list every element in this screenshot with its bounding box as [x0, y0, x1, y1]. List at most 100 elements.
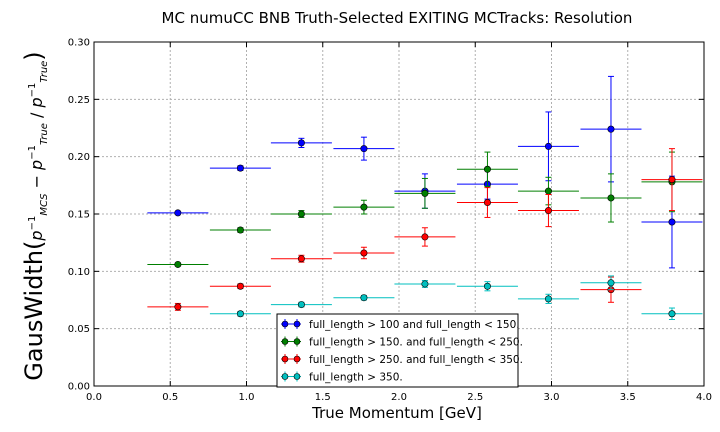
point-marker: [360, 294, 368, 302]
legend-marker: [293, 373, 301, 380]
point-marker: [607, 125, 615, 133]
legend-item: full_length > 150. and full_length < 250…: [281, 336, 523, 349]
x-tick-label: 2.0: [391, 392, 407, 403]
y-tick-label: 0.20: [68, 152, 90, 163]
svg-text:GausWidth(p−1MCS − p−1True / p: GausWidth(p−1MCS − p−1True / p−1True): [20, 51, 50, 380]
point-marker: [174, 303, 182, 311]
legend-marker: [281, 373, 289, 380]
data-point: [333, 136, 395, 161]
data-point: [147, 209, 209, 217]
point-marker: [544, 207, 552, 215]
legend-label: full_length > 350.: [309, 372, 403, 384]
series-3: [147, 148, 703, 311]
data-point: [333, 294, 395, 302]
legend-item: full_length > 250. and full_length < 350…: [281, 354, 523, 366]
y-tick-labels: 0.00 0.05 0.10 0.15 0.20 0.25 0.30: [68, 38, 90, 393]
point-marker: [174, 260, 182, 268]
x-tick-label: 1.0: [239, 392, 255, 403]
y-label-prefix: GausWidth(: [20, 241, 48, 381]
point-marker: [360, 203, 368, 211]
point-marker: [544, 142, 552, 150]
data-point: [270, 210, 332, 218]
chart-title: MC numuCC BNB Truth-Selected EXITING MCT…: [162, 9, 633, 27]
point-marker: [297, 301, 305, 309]
data-point: [517, 293, 579, 304]
data-point: [456, 187, 518, 218]
point-marker: [236, 310, 244, 318]
data-point: [456, 281, 518, 292]
point-marker: [668, 310, 676, 318]
legend-marker: [293, 338, 301, 345]
x-tick-label: 0.0: [86, 392, 102, 403]
legend-marker: [281, 320, 289, 328]
legend-marker: [293, 320, 301, 328]
x-tick-label: 4.0: [696, 392, 712, 403]
series-1: [147, 75, 703, 269]
point-marker: [544, 295, 552, 303]
point-marker: [236, 164, 244, 172]
y-tick-label: 0.25: [68, 95, 90, 106]
point-marker: [421, 280, 429, 288]
point-marker: [360, 249, 368, 257]
point-marker: [297, 139, 305, 147]
legend: full_length > 100 and full_length < 150.…: [276, 313, 523, 388]
data-point: [209, 282, 271, 290]
data-point: [580, 173, 642, 223]
data-point: [580, 75, 642, 183]
y-tick-label: 0.15: [68, 210, 90, 221]
data-series: [147, 75, 703, 320]
point-marker: [483, 199, 491, 207]
legend-marker: [281, 338, 289, 345]
point-marker: [544, 187, 552, 195]
y-tick-label: 0.30: [68, 38, 90, 49]
data-point: [580, 275, 642, 291]
legend-label: full_length > 250. and full_length < 350…: [309, 354, 523, 366]
point-marker: [236, 282, 244, 290]
point-marker: [297, 255, 305, 263]
point-marker: [607, 279, 615, 287]
data-point: [333, 246, 395, 260]
x-tick-labels: 0.0 0.5 1.0 1.5 2.0 2.5 3.0 3.5 4.0: [86, 392, 712, 403]
data-point: [270, 137, 332, 148]
data-point: [270, 254, 332, 263]
point-marker: [668, 176, 676, 184]
legend-item: full_length > 350.: [281, 371, 403, 384]
y-label-suffix: ): [20, 51, 48, 60]
data-point: [333, 199, 395, 215]
data-point: [209, 226, 271, 234]
x-axis-label: True Momentum [GeV]: [311, 404, 482, 422]
data-point: [641, 148, 703, 212]
data-point: [517, 194, 579, 228]
point-marker: [174, 209, 182, 217]
legend-marker: [293, 355, 301, 363]
x-tick-label: 1.5: [315, 392, 331, 403]
point-marker: [607, 194, 615, 202]
y-axis-label: GausWidth(p−1MCS − p−1True / p−1True): [20, 51, 50, 380]
legend-label: full_length > 150. and full_length < 250…: [309, 337, 523, 349]
legend-box: [276, 313, 519, 388]
y-tick-label: 0.05: [68, 324, 90, 335]
point-marker: [360, 145, 368, 153]
point-marker: [483, 282, 491, 290]
y-tick-label: 0.00: [68, 382, 90, 393]
x-tick-label: 2.5: [467, 392, 483, 403]
data-point: [147, 260, 209, 268]
data-point: [456, 151, 518, 187]
data-point: [270, 301, 332, 309]
data-point: [394, 177, 456, 209]
data-point: [394, 227, 456, 247]
data-point: [209, 164, 271, 172]
point-marker: [236, 226, 244, 234]
data-point: [394, 280, 456, 288]
data-point: [147, 302, 209, 311]
point-marker: [668, 218, 676, 226]
x-tick-label: 3.5: [620, 392, 636, 403]
gridlines: [94, 42, 704, 386]
point-marker: [421, 189, 429, 197]
point-marker: [421, 233, 429, 241]
y-tick-label: 0.10: [68, 267, 90, 278]
data-point: [517, 111, 579, 182]
x-tick-label: 3.0: [544, 392, 560, 403]
legend-label: full_length > 100 and full_length < 150.: [309, 319, 520, 331]
